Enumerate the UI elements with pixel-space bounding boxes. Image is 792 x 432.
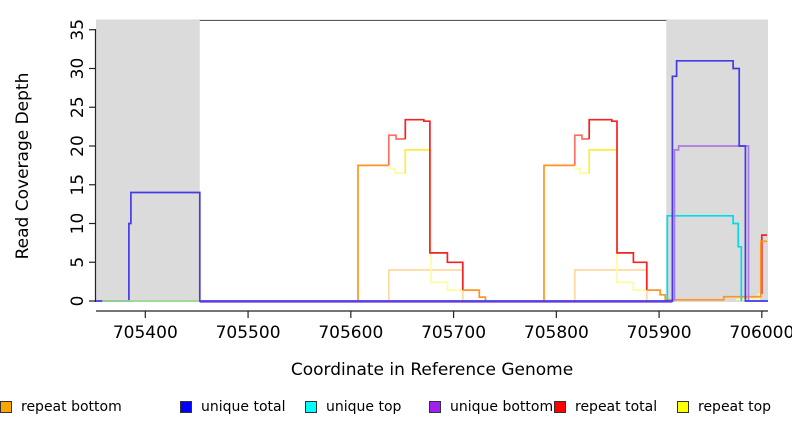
y-axis-title: Read Coverage Depth	[13, 73, 33, 260]
legend-item-repeat-total: repeat total	[554, 399, 657, 415]
unique-total-swatch-icon	[180, 401, 192, 413]
legend-item-repeat-top: repeat top	[677, 399, 771, 415]
legend-label: repeat total	[575, 399, 658, 415]
legend-label: repeat bottom	[21, 399, 122, 415]
y-tick-label: 20	[68, 135, 88, 157]
x-axis-title: Coordinate in Reference Genome	[291, 360, 573, 380]
series-repeat-total-pale-	[387, 134, 406, 166]
shaded-region	[96, 20, 200, 302]
legend-item-unique-top: unique top	[305, 399, 401, 415]
series-layer	[96, 59, 768, 304]
repeat-bottom-swatch-icon	[0, 401, 12, 413]
series-repeat-top-pale-	[388, 167, 406, 174]
shaded-region	[666, 20, 768, 302]
plot-background-layer	[96, 19, 768, 302]
x-tick-label: 706000	[729, 323, 792, 343]
series-repeat-bottom	[357, 164, 389, 301]
series-repeat-bottom	[462, 289, 487, 301]
series-unique-total	[96, 59, 768, 302]
series-repeat-top-pale-	[574, 167, 590, 174]
x-tick-label: 705400	[113, 323, 178, 343]
legend-label: unique total	[201, 399, 286, 415]
y-tick-label: 15	[68, 174, 88, 196]
series-repeat-total-pale-	[573, 134, 590, 166]
x-tick-label: 705500	[216, 323, 281, 343]
x-tick-label: 705900	[627, 323, 692, 343]
repeat-top-swatch-icon	[677, 401, 689, 413]
series-repeat-total	[588, 118, 648, 291]
y-tick-label: 35	[68, 19, 88, 41]
unique-top-swatch-icon	[305, 401, 317, 413]
legend-item-unique-total: unique total	[180, 399, 285, 415]
x-tick-label: 705700	[421, 323, 486, 343]
series-repeat-total	[404, 118, 464, 291]
legend-label: unique top	[326, 399, 402, 415]
repeat-total-swatch-icon	[554, 401, 566, 413]
series-repeat-total	[760, 234, 767, 294]
series-repeat-bottom-pale-	[573, 269, 648, 301]
series-repeat-bottom	[543, 164, 575, 301]
series-repeat-top-pale-	[616, 149, 647, 291]
y-tick-label: 25	[68, 96, 88, 118]
legend-label: repeat top	[698, 399, 772, 415]
x-tick-label: 705600	[318, 323, 383, 343]
series-repeat-top-pale-	[430, 149, 463, 291]
legend-item-repeat-bottom: repeat bottom	[0, 399, 122, 415]
unique-bottom-swatch-icon	[429, 401, 441, 413]
series-repeat-bottom-pale-	[387, 269, 464, 301]
axes-layer: 705400 705500 705600 705700 705800 705900 7060…	[68, 19, 792, 343]
legend-label: unique bottom	[450, 399, 554, 415]
series-repeat-top	[404, 149, 431, 174]
series-repeat-top	[588, 149, 617, 174]
y-tick-label: 0	[68, 296, 88, 307]
series-unique-top	[666, 214, 743, 301]
plot-canvas: 705400 705500 705600 705700 705800 705900 7060…	[13, 19, 792, 380]
y-tick-label: 10	[68, 213, 88, 235]
legend-item-unique-bottom: unique bottom	[429, 399, 553, 415]
series-unique-bottom	[673, 145, 750, 301]
series-repeat-bottom	[646, 240, 767, 301]
x-tick-label: 705800	[524, 323, 589, 343]
y-tick-label: 30	[68, 58, 88, 80]
y-tick-label: 5	[68, 257, 88, 268]
